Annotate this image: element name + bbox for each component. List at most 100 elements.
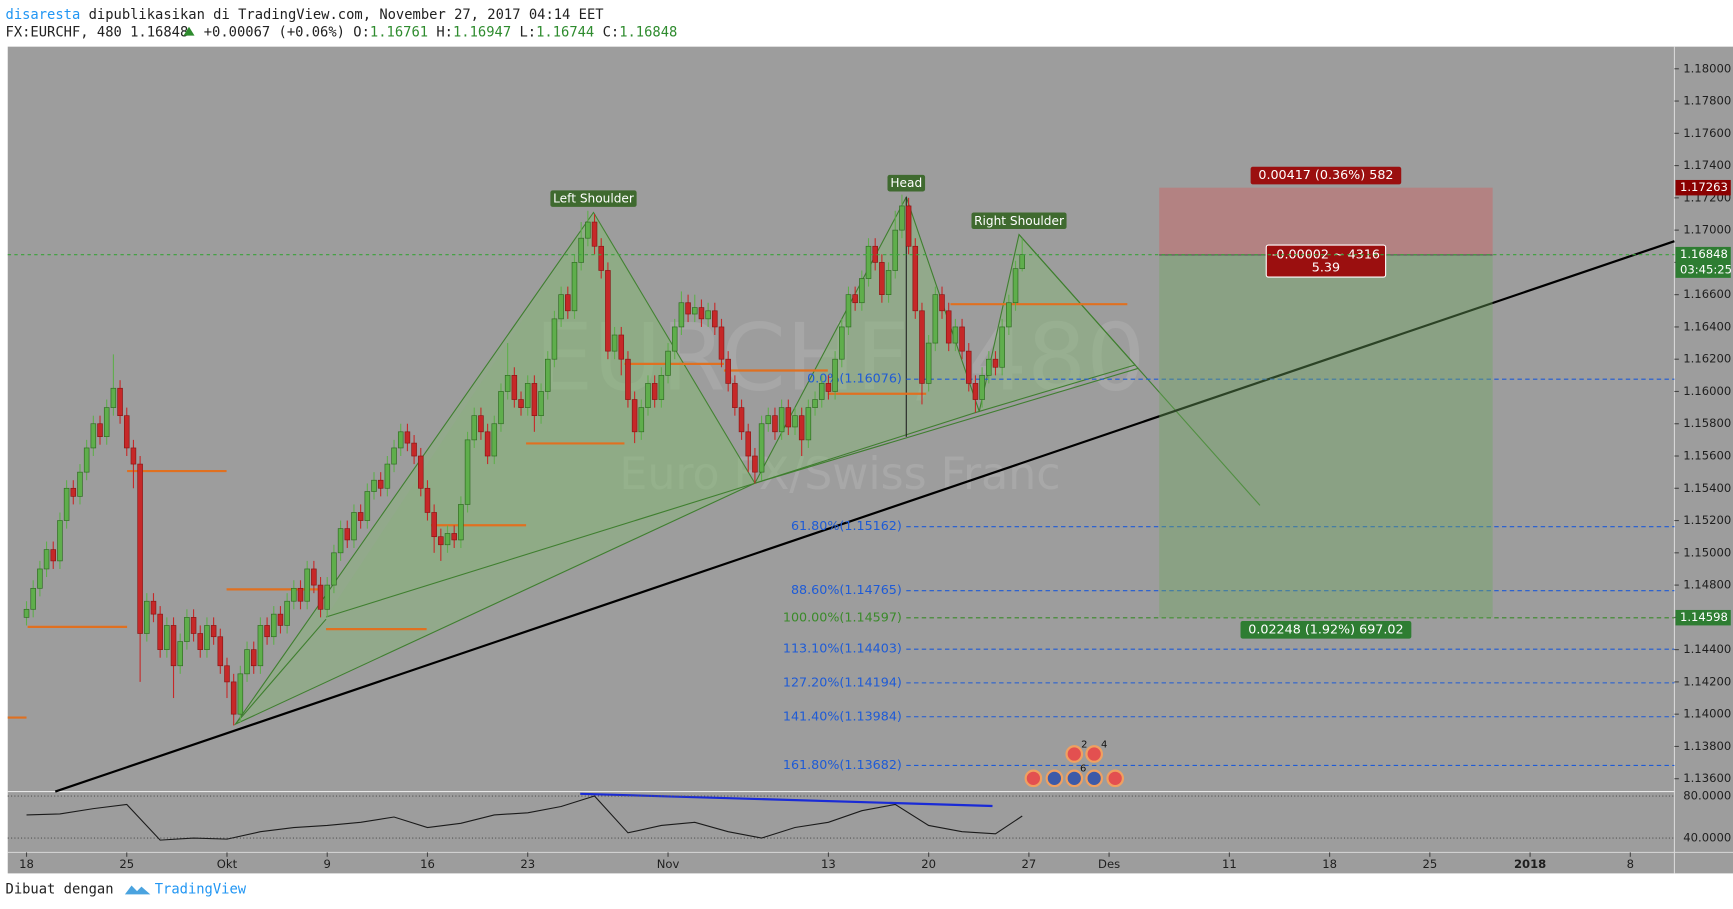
last-price: 1.16848 <box>130 25 188 41</box>
candle-body <box>919 310 925 384</box>
candle-body <box>123 415 130 449</box>
price-label-box <box>1675 179 1731 196</box>
candle-body <box>992 358 999 368</box>
candle-body <box>558 294 564 320</box>
candle-body <box>765 415 772 425</box>
price-label: 1.17263 <box>1680 180 1728 194</box>
footer-text: Dibuat dengan <box>6 881 114 897</box>
candle-body <box>745 431 751 457</box>
y-tick-label: 1.15200 <box>1683 513 1731 527</box>
candle-body <box>464 439 471 505</box>
pattern-label-box <box>550 190 637 207</box>
x-tick-label: 11 <box>1222 857 1237 871</box>
candle-body <box>444 533 451 546</box>
candle-body <box>291 587 297 602</box>
candle-body <box>70 487 77 497</box>
y-tick-label: 1.17400 <box>1683 158 1731 172</box>
candle-body <box>424 487 431 513</box>
rsi-tick-label: 40.0000 <box>1683 831 1731 845</box>
candle-body <box>645 383 651 408</box>
center-label-box <box>1265 244 1387 278</box>
pivot-lines <box>7 303 1128 719</box>
candle-body <box>578 237 584 263</box>
candle-body <box>678 302 685 328</box>
price-label-box <box>1675 246 1731 278</box>
candle-body <box>538 391 544 417</box>
brand-link[interactable]: TradingView <box>155 881 247 897</box>
candle-body <box>264 625 270 638</box>
candle-body <box>404 431 411 444</box>
candle-body <box>885 270 892 295</box>
position-tool: 0.00417 (0.36%) 582 0.02248 (1.92%) 697.0… <box>1159 166 1493 639</box>
candle-body <box>518 399 524 408</box>
candle-body <box>912 245 919 312</box>
ohlc-key: C: <box>603 25 620 41</box>
candle-body <box>925 342 932 384</box>
candle-body <box>959 326 965 352</box>
candle-body <box>50 549 57 562</box>
candle-body <box>458 504 464 541</box>
candle-body <box>204 625 210 650</box>
fib-label: 127.20%(1.14194) <box>783 674 902 689</box>
candle-body <box>965 350 972 384</box>
candle-body <box>738 407 745 433</box>
candle-body <box>986 358 992 376</box>
candle-body <box>785 407 792 428</box>
y-tick-label: 1.16600 <box>1683 287 1731 301</box>
y-tick-label: 1.16400 <box>1683 319 1731 333</box>
candle-body <box>571 262 578 312</box>
candles <box>7 194 1675 726</box>
candle-body <box>899 205 905 231</box>
candle-body <box>311 568 317 586</box>
trend-line <box>54 240 1675 793</box>
candle-body <box>83 447 90 473</box>
event-count: 6 <box>1080 764 1086 775</box>
candle-body <box>651 383 658 400</box>
candle-body <box>805 407 812 441</box>
candle-body <box>157 613 163 650</box>
candle-body <box>685 302 691 315</box>
candle-body <box>952 326 959 344</box>
candle-body <box>478 415 484 433</box>
pattern-label-box <box>887 174 926 192</box>
candle-body <box>277 613 284 626</box>
brand-logo[interactable] <box>124 885 151 895</box>
change: +0.00067 (+0.06%) <box>204 25 345 41</box>
ohlc-value: 1.16761 <box>370 25 428 41</box>
event-badge <box>1024 769 1043 788</box>
ohlc-value: 1.16947 <box>453 25 511 41</box>
event-badge <box>1085 745 1104 763</box>
y-tick-label: 1.13800 <box>1683 739 1731 753</box>
candle-body <box>945 310 952 344</box>
candle-body <box>939 294 945 312</box>
candle-body <box>431 512 437 538</box>
x-tick-label: 27 <box>1022 857 1037 871</box>
candle-body <box>698 307 705 320</box>
candle-body <box>324 584 330 610</box>
candle-body <box>611 334 618 352</box>
candle-body <box>210 625 217 638</box>
x-tick-label: 9 <box>324 857 331 871</box>
fib-label: 88.60%(1.14765) <box>791 582 902 597</box>
y-tick-label: 1.17000 <box>1683 223 1731 237</box>
candle-body <box>197 633 204 650</box>
candle-body <box>317 584 324 610</box>
x-tick-label: Nov <box>657 857 680 871</box>
candle-body <box>137 463 143 634</box>
candle-body <box>411 442 417 457</box>
x-tick-label: 18 <box>19 857 34 871</box>
candle-body <box>638 407 645 433</box>
rsi-divergence <box>580 792 993 808</box>
candle-body <box>798 415 805 441</box>
pattern-label: Right Shoulder <box>974 214 1064 228</box>
axes: 1.136001.138001.140001.142001.144001.146… <box>7 61 1732 871</box>
candle-body <box>117 387 123 417</box>
candle-body <box>250 649 257 667</box>
candle-body <box>879 262 885 295</box>
candle-body <box>57 520 63 562</box>
candle-body <box>712 310 718 328</box>
candle-body <box>1012 268 1019 304</box>
candle-body <box>531 383 538 417</box>
stop-zone <box>1159 187 1493 255</box>
